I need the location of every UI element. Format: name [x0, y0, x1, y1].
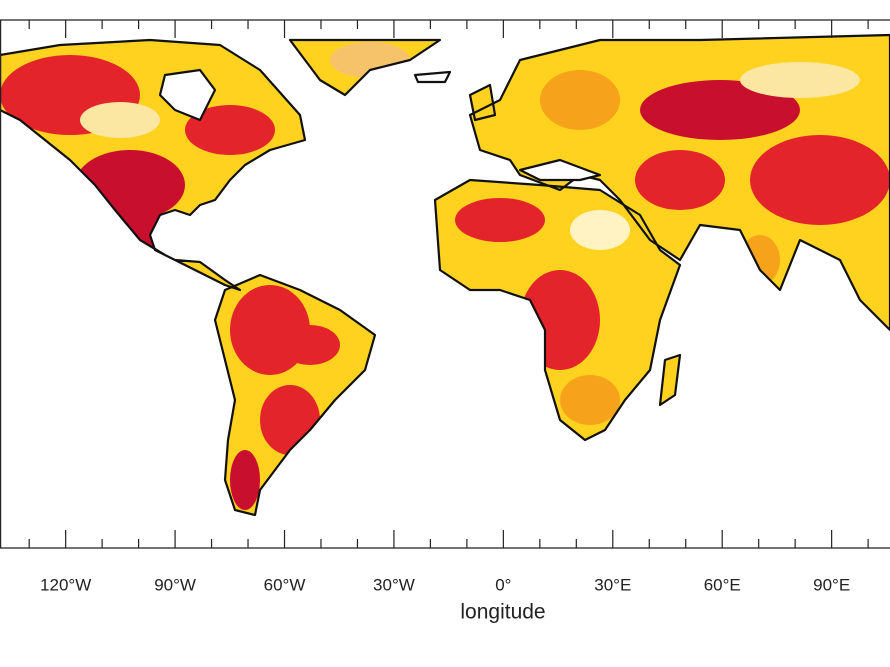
x-axis-label: longitude	[460, 601, 545, 624]
x-tick-label: 60°W	[264, 575, 306, 594]
x-tick-label: 120°W	[40, 575, 91, 594]
x-tick-label: 60°E	[704, 575, 741, 594]
x-tick-label: 0°	[495, 575, 511, 594]
land-field	[0, 35, 890, 515]
x-tick-label: 30°W	[373, 575, 415, 594]
x-tick-label: 90°E	[813, 575, 850, 594]
coastlines	[0, 33, 890, 517]
x-tick-label: 90°W	[154, 575, 196, 594]
x-tick-label: 30°E	[594, 575, 631, 594]
